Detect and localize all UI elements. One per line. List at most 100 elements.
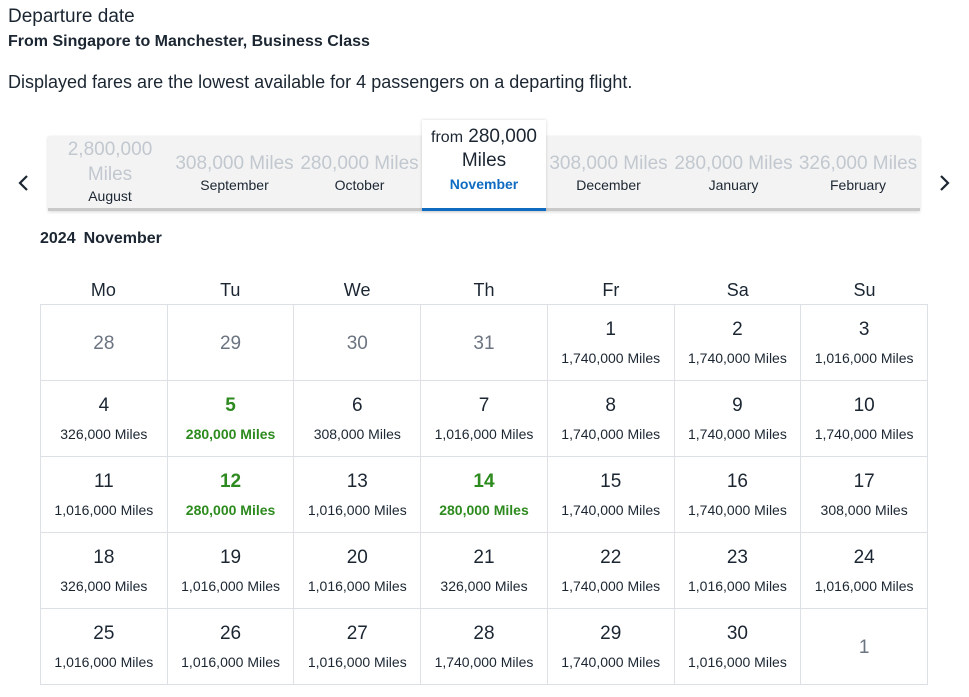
chevron-right-icon: [940, 175, 950, 191]
day-fare-price: 326,000 Miles: [60, 578, 148, 594]
calendar-day[interactable]: 8 1,740,000 Miles: [547, 381, 675, 457]
day-number: 28: [473, 623, 495, 644]
from-label: from: [431, 129, 464, 146]
month-fare: 308,000 Miles: [549, 153, 668, 174]
previous-month-button[interactable]: [11, 170, 37, 196]
day-number: 29: [600, 623, 622, 644]
day-number: 27: [346, 623, 368, 644]
month-fare-unit: Miles: [87, 164, 133, 185]
day-number: 28: [93, 333, 115, 354]
calendar-day[interactable]: 25 1,016,000 Miles: [41, 609, 168, 685]
day-number: 25: [93, 623, 115, 644]
day-fare-price: 1,016,000 Miles: [54, 654, 154, 670]
route-subtitle: From Singapore to Manchester, Business C…: [8, 33, 370, 50]
month-fare: 280,000 Miles: [300, 153, 419, 174]
day-number: 11: [93, 471, 114, 492]
day-fare-price: 1,740,000 Miles: [561, 578, 661, 594]
calendar-day[interactable]: 1 1,740,000 Miles: [547, 305, 675, 381]
calendar-day[interactable]: 19 1,016,000 Miles: [167, 533, 295, 609]
month-tab-august[interactable]: 2,800,000 Miles August: [48, 136, 172, 208]
day-fare-price: 1,740,000 Miles: [561, 654, 661, 670]
calendar-day[interactable]: 7 1,016,000 Miles: [421, 381, 548, 457]
calendar-day[interactable]: 10 1,740,000 Miles: [801, 381, 928, 457]
calendar-day[interactable]: 13 1,016,000 Miles: [294, 457, 422, 533]
calendar-day[interactable]: 21 326,000 Miles: [421, 533, 548, 609]
calendar-day[interactable]: 20 1,016,000 Miles: [294, 533, 422, 609]
calendar-day[interactable]: 14 280,000 Miles: [421, 457, 548, 533]
calendar-day[interactable]: 18 326,000 Miles: [41, 533, 168, 609]
month-fare: 280,000 Miles: [674, 153, 793, 174]
calendar-year: 2024: [40, 230, 76, 247]
page-title: Departure date: [8, 6, 135, 27]
day-fare-price: 1,740,000 Miles: [688, 426, 787, 442]
day-fare-price: 1,016,000 Miles: [814, 350, 914, 366]
fare-note: Displayed fares are the lowest available…: [8, 72, 633, 92]
calendar-day-outside-month: 30: [294, 305, 422, 381]
calendar-month: November: [83, 230, 162, 247]
day-number: 4: [98, 395, 110, 416]
day-number: 14: [473, 471, 495, 492]
day-fare-price: 326,000 Miles: [60, 426, 148, 442]
month-carousel: 2,800,000 Miles August 308,000 Miles Sep…: [48, 120, 920, 211]
day-number: 12: [219, 471, 242, 492]
calendar-day-outside-month: 28: [41, 305, 168, 381]
day-number: 3: [858, 319, 870, 340]
weekday-label: Tu: [220, 280, 241, 300]
calendar-day[interactable]: 22 1,740,000 Miles: [547, 533, 675, 609]
month-name: February: [829, 177, 887, 193]
weekday-label: Th: [473, 280, 495, 300]
day-number: 22: [600, 547, 622, 568]
calendar-day[interactable]: 23 1,016,000 Miles: [674, 533, 802, 609]
calendar-day[interactable]: 12 280,000 Miles: [167, 457, 295, 533]
month-fare: 326,000 Miles: [798, 153, 918, 174]
month-fare: from 280,000: [422, 126, 546, 148]
calendar-day[interactable]: 17 308,000 Miles: [801, 457, 928, 533]
calendar-day[interactable]: 30 1,016,000 Miles: [674, 609, 802, 685]
month-fare: 308,000 Miles: [175, 153, 294, 174]
month-tab-january[interactable]: 280,000 Miles January: [671, 136, 796, 208]
month-tab-february[interactable]: 326,000 Miles February: [796, 136, 920, 208]
day-fare-price: 1,740,000 Miles: [814, 426, 914, 442]
chevron-left-icon: [18, 175, 28, 191]
day-fare-price: 1,016,000 Miles: [181, 578, 280, 594]
month-tab-december[interactable]: 308,000 Miles December: [546, 136, 671, 208]
day-number: 26: [219, 623, 242, 644]
weekday-label: Fr: [602, 280, 620, 300]
calendar-day[interactable]: 16 1,740,000 Miles: [674, 457, 802, 533]
calendar-day[interactable]: 26 1,016,000 Miles: [167, 609, 295, 685]
calendar-day-outside-month: 29: [167, 305, 295, 381]
calendar-day[interactable]: 4 326,000 Miles: [41, 381, 168, 457]
day-fare-price: 1,740,000 Miles: [688, 502, 787, 518]
calendar-day[interactable]: 9 1,740,000 Miles: [674, 381, 802, 457]
day-fare-price: 1,016,000 Miles: [307, 654, 407, 670]
weekday-label: Sa: [726, 280, 749, 300]
calendar-grid: 28 29 30 31 1 1,740,000 Miles 2 1,740,000 Miles…: [40, 304, 928, 685]
calendar-day[interactable]: 29 1,740,000 Miles: [547, 609, 675, 685]
day-number: 17: [853, 471, 875, 492]
day-fare-price: 1,740,000 Miles: [561, 350, 661, 366]
lowest-fare-price: 280,000 Miles: [439, 502, 529, 518]
calendar-day[interactable]: 24 1,016,000 Miles: [801, 533, 928, 609]
next-month-button[interactable]: [931, 170, 957, 196]
calendar-day[interactable]: 6 308,000 Miles: [294, 381, 422, 457]
day-number: 5: [225, 395, 236, 416]
calendar-day[interactable]: 3 1,016,000 Miles: [801, 305, 928, 381]
month-name: January: [708, 177, 759, 193]
lowest-fare-price: 280,000 Miles: [185, 502, 276, 518]
calendar-day[interactable]: 27 1,016,000 Miles: [294, 609, 422, 685]
calendar-day[interactable]: 11 1,016,000 Miles: [41, 457, 168, 533]
calendar-day[interactable]: 2 1,740,000 Miles: [674, 305, 802, 381]
day-number: 30: [346, 333, 368, 354]
month-tab-october[interactable]: 280,000 Miles October: [297, 136, 422, 208]
day-fare-price: 1,016,000 Miles: [307, 502, 407, 518]
month-name: November: [449, 176, 519, 192]
calendar-day-outside-month: 31: [421, 305, 548, 381]
calendar-day[interactable]: 5 280,000 Miles: [167, 381, 295, 457]
day-number: 6: [351, 395, 363, 416]
calendar-day[interactable]: 15 1,740,000 Miles: [547, 457, 675, 533]
weekday-label: Mo: [90, 280, 116, 300]
month-tab-november[interactable]: from 280,000 Miles November: [422, 120, 546, 211]
month-tab-september[interactable]: 308,000 Miles September: [172, 136, 297, 208]
calendar-day[interactable]: 28 1,740,000 Miles: [421, 609, 548, 685]
day-number: 8: [605, 395, 616, 416]
